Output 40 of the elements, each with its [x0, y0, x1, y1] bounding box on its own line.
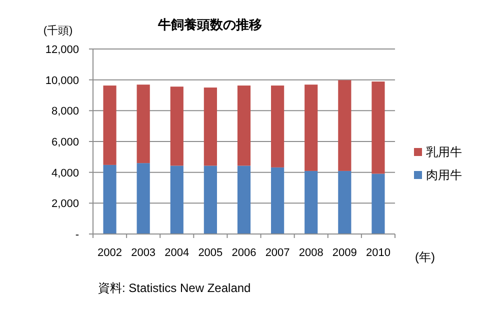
- text: 資料: Statistics New Zealand: [98, 281, 251, 295]
- legend-label: 乳用牛: [426, 145, 462, 159]
- x-tick-label: 2006: [232, 247, 256, 259]
- x-tick-label: 2008: [298, 247, 324, 259]
- bar: [304, 84, 318, 171]
- y-tick-label: 4,000: [51, 167, 79, 180]
- y-axis-title: (千頭): [43, 24, 73, 37]
- y-tick-label: 2,000: [51, 198, 79, 210]
- y-tick-label: -: [75, 229, 80, 241]
- bar: [237, 86, 251, 166]
- bar: [271, 167, 284, 234]
- x-tick-label: 2003: [131, 247, 156, 259]
- bar: [338, 170, 352, 234]
- legend-label: 肉用牛: [426, 168, 462, 182]
- x-tick-label: 2007: [265, 247, 290, 259]
- bar: [237, 166, 251, 234]
- y-tick-label: 6,000: [51, 136, 79, 148]
- bar: [372, 82, 385, 174]
- bar: [304, 170, 318, 234]
- bar: [136, 84, 150, 164]
- y-tick-label: 8,000: [51, 106, 79, 118]
- x-tick-label: 2010: [366, 247, 390, 259]
- bar: [338, 80, 352, 171]
- bar: [372, 174, 385, 234]
- y-tick-label: 12,000: [45, 44, 79, 56]
- bar: [170, 86, 184, 166]
- bar: [271, 86, 284, 168]
- bar: [136, 163, 150, 234]
- x-tick-label: 2004: [164, 247, 190, 259]
- x-tick-label: 2005: [198, 247, 223, 259]
- x-axis-title: (年): [415, 250, 435, 264]
- y-tick-label: 10,000: [45, 74, 79, 87]
- x-tick-label: 2002: [98, 247, 122, 259]
- bar: [204, 88, 217, 166]
- bar: [170, 166, 184, 234]
- chart-title: 牛飼養頭数の推移: [157, 17, 262, 32]
- bar: [204, 166, 217, 234]
- bar: [103, 164, 116, 234]
- bar: [103, 86, 116, 165]
- x-tick-label: 2009: [332, 247, 357, 259]
